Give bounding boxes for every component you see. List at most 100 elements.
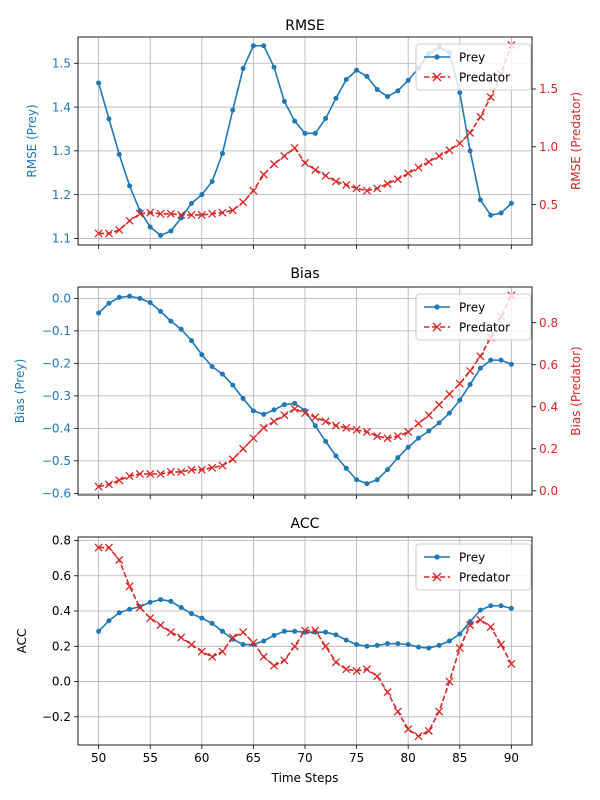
acc-predator-point — [362, 665, 371, 674]
acc-prey-point — [354, 642, 360, 648]
rmse-left-tick-label: 1.5 — [52, 56, 71, 70]
rmse-prey-point — [271, 64, 277, 70]
acc-predator-point — [383, 688, 392, 697]
acc-prey-point — [343, 637, 349, 643]
acc-predator-point — [486, 622, 495, 631]
rmse-right-tick-label: 1.0 — [539, 140, 558, 154]
rmse-right-axis-label: RMSE (Predator) — [569, 92, 583, 190]
x-tick-label: 50 — [91, 751, 106, 765]
bias-predator-point — [373, 432, 382, 441]
acc-prey-point — [333, 632, 339, 638]
rmse-prey-point — [467, 148, 473, 154]
bias-predator-point — [445, 390, 454, 399]
acc-prey-point — [477, 607, 483, 613]
acc-frame — [77, 536, 533, 746]
bias-prey-point — [147, 300, 153, 306]
rmse-prey-point — [147, 224, 153, 230]
bias-predator-point — [115, 476, 124, 485]
bias-grid — [78, 287, 532, 495]
bias-predator-point — [197, 465, 206, 474]
bias-legend-frame — [415, 293, 532, 341]
x-tick-label: 75 — [349, 751, 364, 765]
acc-prey-point — [405, 642, 411, 648]
rmse-legend: Prey Predator — [415, 43, 532, 91]
rmse-prey-point — [250, 43, 256, 49]
rmse-predator-point — [94, 229, 103, 238]
acc-prey-point — [395, 641, 401, 647]
acc-predator-point — [197, 647, 206, 656]
acc-predator-point — [249, 638, 258, 647]
bias-left-tick-label: 0.0 — [52, 292, 71, 306]
acc-left-tick-label: −0.2 — [42, 710, 71, 724]
rmse-predator-point — [311, 165, 320, 174]
rmse-predator-point — [486, 93, 495, 102]
rmse-frame — [77, 36, 533, 246]
rmse-prey-point — [116, 151, 122, 157]
bias-predator-point — [94, 482, 103, 491]
bias-predator-point — [476, 352, 485, 361]
acc-predator-point — [445, 677, 454, 686]
acc-predator-point — [455, 643, 464, 653]
acc-prey-point — [281, 628, 287, 634]
rmse-predator-point — [104, 229, 114, 238]
acc-predator-point — [187, 640, 196, 649]
bias-predator-point — [249, 434, 258, 443]
rmse-predator-point — [197, 210, 206, 220]
acc-predator-point — [496, 640, 506, 649]
acc-predator-point — [156, 621, 165, 630]
bias-prey-point — [209, 364, 215, 370]
bias-prey-point — [96, 310, 102, 316]
bias-predator-point — [259, 423, 268, 432]
bias-prey-point — [426, 428, 432, 434]
bias-prey-point — [230, 382, 236, 388]
acc-prey-point — [158, 597, 164, 603]
bias-prey-point — [323, 438, 329, 444]
bias-predator-point — [362, 427, 371, 437]
bias-predator-point — [342, 423, 351, 432]
x-axis-label: Time Steps — [271, 771, 339, 785]
bias-prey-point — [364, 481, 370, 487]
rmse-predator-point — [115, 225, 124, 235]
rmse-prey-point — [323, 115, 329, 121]
acc-prey-point — [292, 628, 298, 634]
rmse-left-axis-label: RMSE (Prey) — [25, 104, 39, 177]
bias-right-tick-label: 0.2 — [539, 442, 558, 456]
bias-prey-point — [467, 382, 473, 387]
rmse-predator-point — [373, 184, 382, 193]
acc-left-axis-label: ACC — [15, 629, 29, 654]
acc-predator-point — [476, 615, 485, 624]
bias-prey-point — [281, 402, 287, 408]
rmse-legend-prey-marker — [434, 54, 440, 60]
rmse-prey-point — [498, 210, 504, 216]
bias-prey-point — [312, 423, 318, 429]
rmse-right-tick-label: 0.5 — [539, 198, 558, 212]
bias-prey-point — [343, 465, 349, 471]
rmse-predator-point — [177, 210, 186, 220]
bias-predator-point — [466, 366, 475, 376]
bias-predator-point — [404, 427, 413, 437]
bias-predator-point — [321, 417, 330, 426]
acc-predator-point — [280, 656, 289, 665]
rmse-left-tick-label: 1.3 — [52, 144, 71, 158]
panel-rmse: 1.1 1.2 1.3 1.4 1.5 0.5 1.0 1.5 RMSE RMSE (Prey… — [25, 18, 583, 249]
acc-predator-point — [435, 707, 444, 716]
rmse-prey-point — [261, 43, 267, 49]
bias-left-tick-label: −0.3 — [42, 389, 71, 403]
acc-prey-point — [436, 642, 442, 648]
rmse-predator-point — [280, 151, 289, 161]
bias-predator-point — [331, 421, 341, 430]
bias-predator-point — [218, 461, 227, 470]
acc-legend-prey-label: Prey — [459, 551, 485, 565]
rmse-prey-point — [508, 200, 514, 206]
bias-prey-point — [436, 420, 442, 426]
acc-predator-point — [321, 642, 330, 651]
bias-right-tick-label: 0.4 — [539, 400, 558, 414]
rmse-prey-point — [395, 88, 401, 94]
acc-plot-area — [94, 543, 516, 741]
rmse-left-tick-label: 1.1 — [52, 232, 71, 246]
rmse-prey-point — [189, 200, 194, 206]
acc-prey-point — [96, 628, 102, 634]
acc-prey-point — [488, 603, 494, 609]
acc-legend: Prey Predator — [415, 543, 532, 591]
bias-prey-point — [271, 407, 277, 413]
